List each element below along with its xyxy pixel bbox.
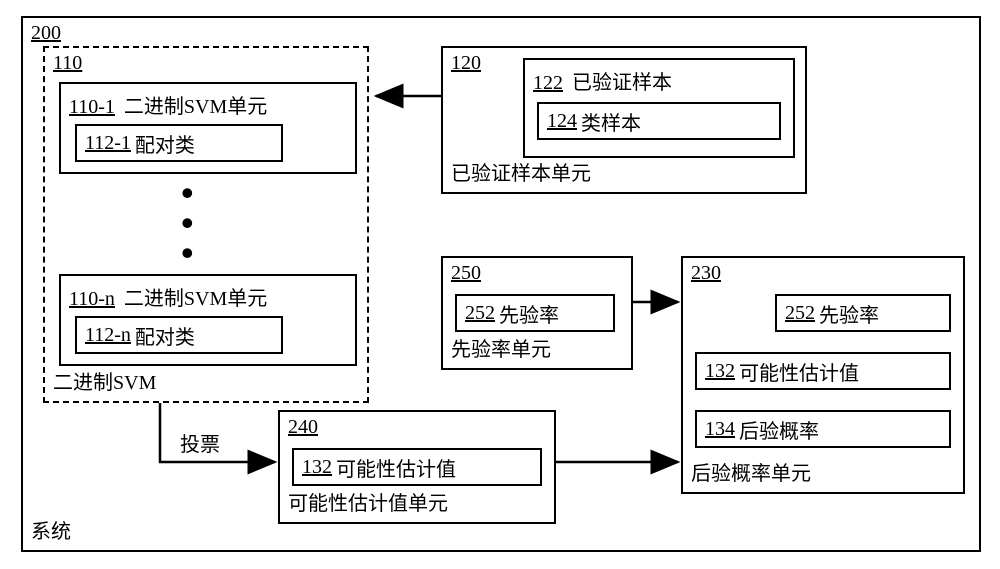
svm-group-box: 110 二进制SVM 110-1 二进制SVM单元 112-1 配对类 ••• … (43, 46, 369, 403)
verified-box: 120 已验证样本单元 122 已验证样本 124 类样本 (441, 46, 807, 194)
verified-label: 已验证样本单元 (451, 157, 591, 186)
posterior-label: 后验概率单元 (691, 457, 811, 486)
system-ref: 200 (31, 22, 65, 45)
diagram-canvas: 200 系统 110 二进制SVM 110-1 二进制SVM单元 112-1 配… (0, 0, 1000, 569)
prior-inner: 252 先验率 (455, 294, 615, 332)
svm-unit-1-title: 110-1 二进制SVM单元 (69, 90, 267, 119)
verified-sample-title: 122 已验证样本 (533, 66, 672, 95)
posterior-post-inner: 134 后验概率 (695, 410, 951, 448)
verified-ref: 120 (451, 52, 485, 75)
system-label: 系统 (31, 515, 71, 544)
prior-box: 250 先验率单元 252 先验率 (441, 256, 633, 370)
vote-edge-label: 投票 (180, 428, 220, 457)
likelihood-label: 可能性估计值单元 (288, 487, 448, 516)
svm-unit-n-title: 110-n 二进制SVM单元 (69, 282, 267, 311)
svm-unit-n-pair: 112-n 配对类 (75, 316, 283, 354)
svm-group-ref: 110 (53, 52, 86, 75)
verified-sample-box: 122 已验证样本 124 类样本 (523, 58, 795, 158)
svm-unit-1: 110-1 二进制SVM单元 112-1 配对类 (59, 82, 357, 174)
svm-group-label: 二进制SVM (53, 366, 156, 395)
posterior-box: 230 后验概率单元 252 先验率 132 可能性估计值 134 后验概率 (681, 256, 965, 494)
prior-label: 先验率单元 (451, 333, 551, 362)
likelihood-box: 240 可能性估计值单元 132 可能性估计值 (278, 410, 556, 524)
posterior-likelihood-inner: 132 可能性估计值 (695, 352, 951, 390)
verified-class-box: 124 类样本 (537, 102, 781, 140)
likelihood-ref: 240 (288, 416, 322, 439)
posterior-ref: 230 (691, 262, 725, 285)
likelihood-inner: 132 可能性估计值 (292, 448, 542, 486)
prior-ref: 250 (451, 262, 485, 285)
svm-unit-n: 110-n 二进制SVM单元 112-n 配对类 (59, 274, 357, 366)
ellipsis-icon: ••• (181, 178, 194, 268)
posterior-prior-inner: 252 先验率 (775, 294, 951, 332)
svm-unit-1-pair: 112-1 配对类 (75, 124, 283, 162)
